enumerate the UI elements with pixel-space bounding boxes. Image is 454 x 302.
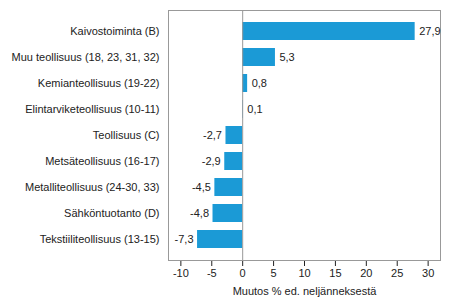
svg-text:Elintarviketeollisuus (10-11): Elintarviketeollisuus (10-11)	[25, 103, 159, 115]
svg-text:15: 15	[329, 267, 341, 279]
svg-text:5,3: 5,3	[279, 51, 294, 63]
svg-text:-5: -5	[207, 267, 217, 279]
svg-text:-10: -10	[173, 267, 189, 279]
svg-text:Metalliteollisuus (24-30, 33): Metalliteollisuus (24-30, 33)	[25, 181, 160, 193]
svg-text:-7,3: -7,3	[175, 233, 194, 245]
svg-text:Kemianteollisuus (19-22): Kemianteollisuus (19-22)	[38, 77, 160, 89]
svg-text:-2,9: -2,9	[202, 155, 221, 167]
svg-text:Muu teollisuus (18, 23, 31, 32: Muu teollisuus (18, 23, 31, 32)	[12, 51, 160, 63]
svg-text:Sähköntuotanto (D): Sähköntuotanto (D)	[64, 207, 159, 219]
svg-text:-4,5: -4,5	[192, 181, 211, 193]
svg-text:5: 5	[271, 267, 277, 279]
svg-text:Tekstiiliteollisuus (13-15): Tekstiiliteollisuus (13-15)	[40, 233, 160, 245]
svg-text:0: 0	[240, 267, 246, 279]
svg-text:0,8: 0,8	[252, 77, 267, 89]
svg-text:Kaivostoiminta (B): Kaivostoiminta (B)	[70, 25, 159, 37]
svg-text:10: 10	[298, 267, 310, 279]
svg-text:30: 30	[422, 267, 434, 279]
svg-text:27,9: 27,9	[419, 25, 440, 37]
svg-text:0,1: 0,1	[247, 103, 262, 115]
svg-text:20: 20	[360, 267, 372, 279]
svg-text:-2,7: -2,7	[203, 129, 222, 141]
svg-text:25: 25	[391, 267, 403, 279]
svg-text:Metsäteollisuus (16-17): Metsäteollisuus (16-17)	[45, 155, 159, 167]
svg-text:Muutos % ed. neljänneksestä: Muutos % ed. neljänneksestä	[233, 285, 378, 297]
svg-text:Teollisuus (C): Teollisuus (C)	[93, 129, 160, 141]
svg-text:-4,8: -4,8	[190, 207, 209, 219]
